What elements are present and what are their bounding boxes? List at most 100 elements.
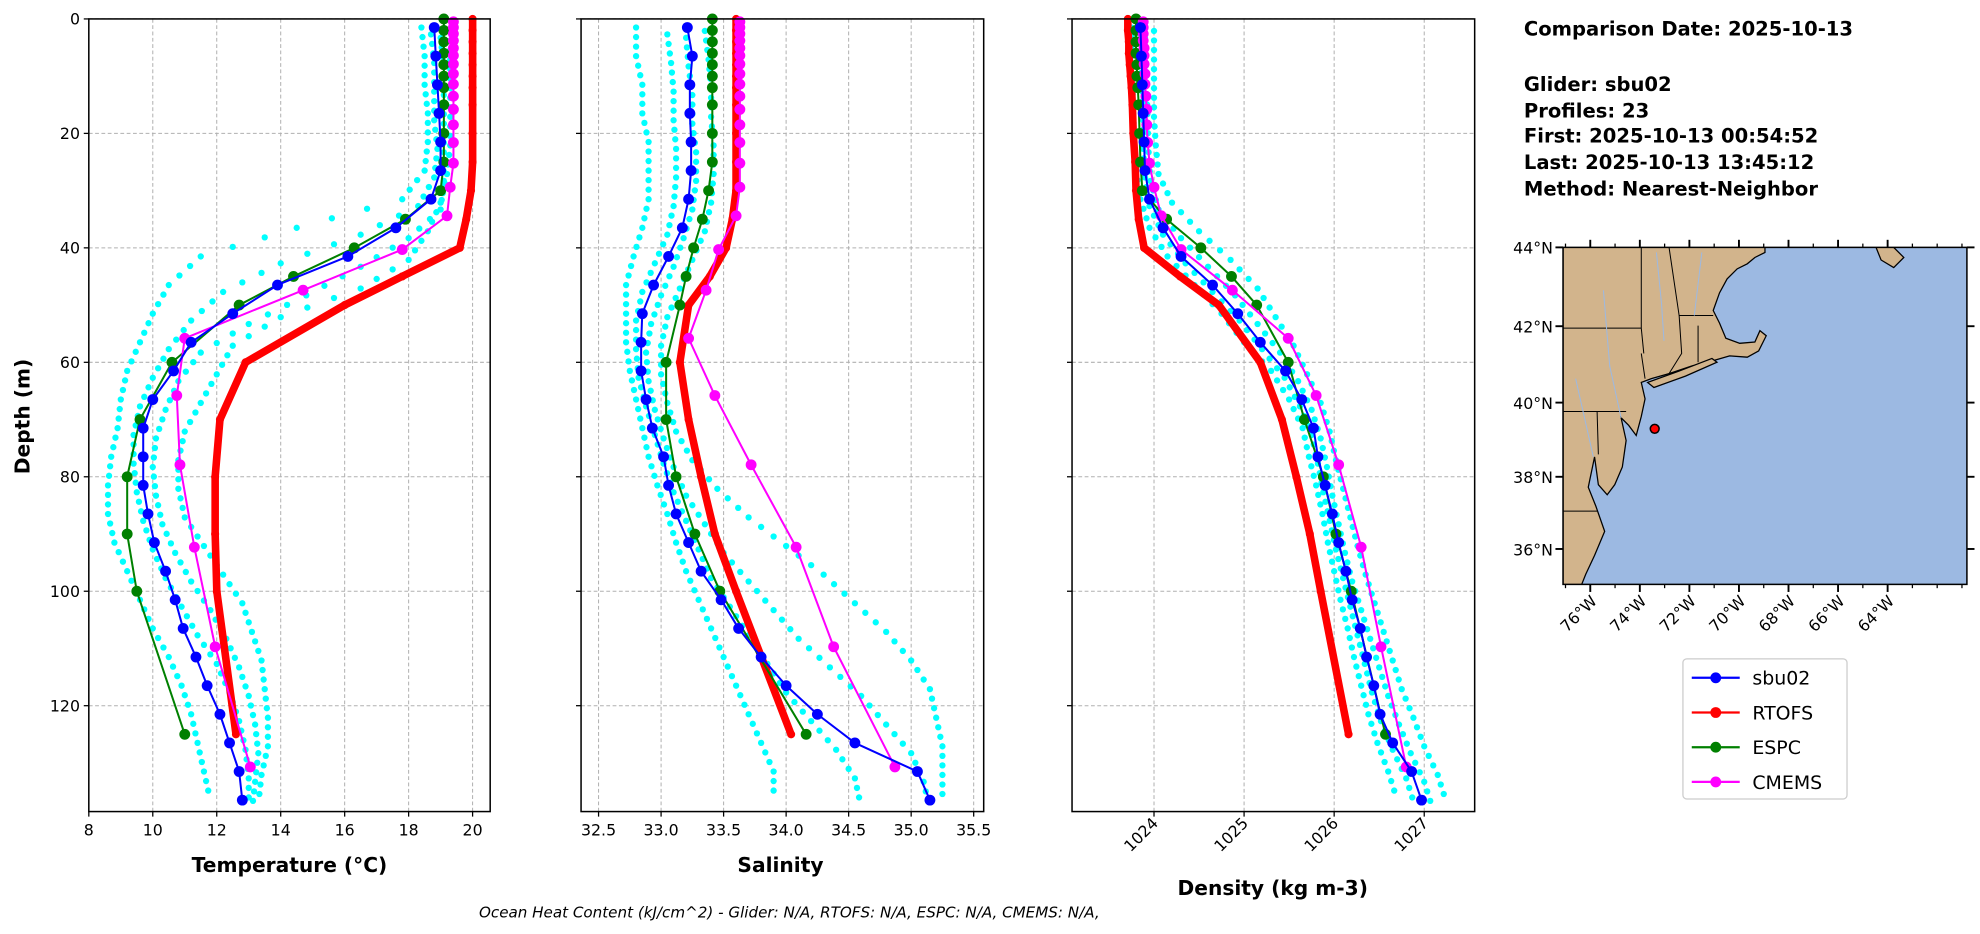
glider-profile-point xyxy=(1266,355,1273,362)
glider-profile-point xyxy=(1317,501,1324,508)
glider-profile-point xyxy=(119,386,127,394)
glider-profile-point xyxy=(1335,555,1342,563)
glider-profile-point xyxy=(445,151,453,159)
glider-profile-point xyxy=(1430,762,1437,769)
series-point-CMEMS xyxy=(447,68,459,80)
glider-profile-point xyxy=(1382,683,1389,690)
glider-profile-point xyxy=(1150,37,1158,44)
glider-profile-point xyxy=(253,769,260,776)
map-frame xyxy=(1562,246,1968,586)
glider-profile-point xyxy=(622,281,630,289)
glider-profile-point xyxy=(424,119,431,127)
glider-profile-point xyxy=(153,555,161,563)
glider-profile-point xyxy=(807,717,815,725)
series-point-CMEMS xyxy=(447,78,459,90)
series-point-CMEMS xyxy=(730,210,742,222)
glider-profile-point xyxy=(239,279,246,286)
series-point-RTOFS xyxy=(1124,37,1133,46)
x-tick-label: 18 xyxy=(399,821,419,840)
glider-profile-point xyxy=(667,520,674,527)
glider-profile-point xyxy=(242,683,249,690)
glider-profile-point xyxy=(1339,606,1347,613)
glider-profile-point xyxy=(136,403,144,410)
glider-profile-point xyxy=(160,644,167,651)
glider-profile-point xyxy=(232,590,240,597)
glider-profile-point xyxy=(258,269,265,276)
x-tick-label: 1025 xyxy=(1210,814,1252,856)
glider-profile-point xyxy=(112,434,119,441)
glider-profile-point xyxy=(692,158,700,165)
glider-profile-point xyxy=(432,126,439,133)
glider-profile-point xyxy=(428,40,436,48)
glider-profile-point xyxy=(200,542,208,550)
glider-profile-point xyxy=(1322,529,1330,537)
series-point-sbu02 xyxy=(715,594,727,606)
series-point-CMEMS xyxy=(734,103,746,115)
glider-profile-point xyxy=(1383,638,1390,645)
series-point-ESPC xyxy=(1345,585,1357,597)
location-map: 76°W 74°W 72°W 70°W 68°W 66°W 64°W 44°N 42°N 40°N… xyxy=(1513,239,1975,636)
glider-profile-point xyxy=(1152,234,1159,241)
x-tick-label: 1024 xyxy=(1120,814,1162,856)
glider-profile-point xyxy=(254,759,261,766)
glider-profile-point xyxy=(173,336,180,343)
glider-profile-point xyxy=(1319,444,1326,452)
glider-profile-point xyxy=(178,603,185,610)
glider-profile-point xyxy=(1246,311,1254,318)
series-point-ESPC xyxy=(131,585,143,597)
series-point-ESPC xyxy=(706,47,718,59)
glider-profile-point xyxy=(639,81,646,88)
glider-profile-point xyxy=(1150,75,1158,82)
series-point-sbu02 xyxy=(1135,50,1147,62)
glider-profile-point xyxy=(636,234,643,241)
glider-profile-point xyxy=(682,517,690,524)
glider-profile-point xyxy=(424,129,431,136)
series-point-CMEMS xyxy=(1355,541,1367,553)
glider-profile-point xyxy=(630,253,637,260)
glider-profile-point xyxy=(728,559,736,566)
glider-profile-point xyxy=(1358,682,1365,689)
glider-profile-point xyxy=(1362,701,1370,708)
glider-profile-point xyxy=(707,199,715,206)
series-point-sbu02 xyxy=(390,222,402,234)
legend-marker xyxy=(1710,741,1722,753)
glider-profile-point xyxy=(174,672,181,680)
profile-panels: 0 20 40 60 80 100 120 8 10 12 14 16 18 20 32.5 33.0 33.5… xyxy=(50,10,1476,856)
series-point-RTOFS xyxy=(1140,243,1149,252)
series-point-CMEMS xyxy=(734,78,746,90)
glider-profile-point xyxy=(705,209,713,216)
glider-profile-point xyxy=(1409,794,1416,801)
glider-profile-point xyxy=(131,469,138,477)
glider-profile-point xyxy=(643,279,650,286)
glider-profile-point xyxy=(245,619,252,626)
series-point-CMEMS xyxy=(447,119,459,131)
glider-profile-point xyxy=(245,692,252,700)
glider-profile-point xyxy=(1317,435,1324,442)
glider-profile-point xyxy=(1437,781,1444,788)
glider-profile-point xyxy=(196,749,203,756)
glider-profile-point xyxy=(162,406,169,413)
glider-profile-point xyxy=(421,52,428,60)
glider-profile-point xyxy=(251,778,259,785)
glider-profile-point xyxy=(1140,205,1147,212)
glider-profile-point xyxy=(753,587,761,595)
glider-profile-point xyxy=(705,476,713,483)
glider-profile-point xyxy=(423,148,430,155)
legend-label: sbu02 xyxy=(1752,668,1810,690)
glider-profile-point xyxy=(660,380,667,388)
glider-profile-point xyxy=(639,91,646,98)
glider-profile-point xyxy=(357,231,364,238)
glider-profile-point xyxy=(198,758,205,766)
series-point-RTOFS xyxy=(340,301,349,310)
series-point-sbu02 xyxy=(177,623,189,634)
series-point-ESPC xyxy=(1135,156,1146,168)
glider-profile-point xyxy=(643,205,650,212)
glider-profile-point xyxy=(635,62,642,69)
glider-profile-point xyxy=(672,174,680,181)
glider-profile-point xyxy=(672,155,680,162)
glider-profile-point xyxy=(1324,539,1332,546)
series-point-sbu02 xyxy=(635,365,647,377)
glider-profile-point xyxy=(418,237,425,244)
glider-profile-point xyxy=(701,521,709,528)
glider-profile-point xyxy=(419,33,426,41)
